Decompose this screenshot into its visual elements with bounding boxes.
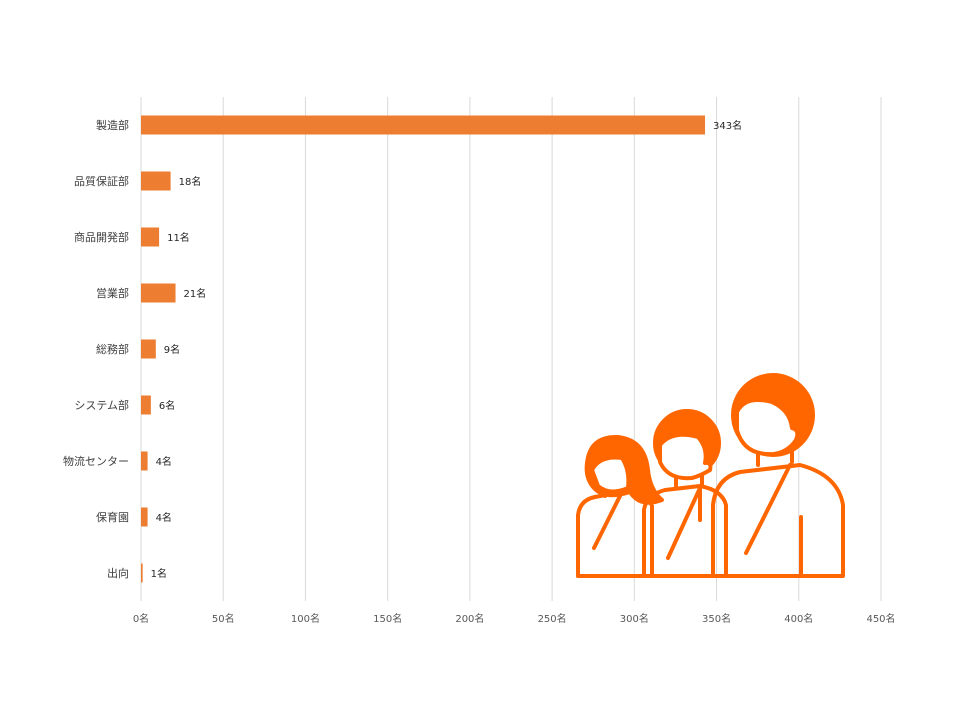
category-label: 品質保証部 bbox=[74, 174, 129, 188]
x-tick-label: 300名 bbox=[620, 612, 649, 625]
data-label: 6名 bbox=[159, 399, 175, 412]
bar bbox=[141, 283, 176, 303]
bars bbox=[141, 115, 706, 583]
data-label: 4名 bbox=[156, 455, 172, 468]
value-labels: 343名 18名 11名 21名 9名 6名 4名 4名 1名 bbox=[151, 119, 742, 580]
category-label: 製造部 bbox=[96, 118, 129, 132]
category-label: 営業部 bbox=[96, 286, 129, 300]
bar bbox=[141, 563, 143, 583]
x-tick-label: 50名 bbox=[212, 612, 235, 625]
bar bbox=[141, 451, 148, 471]
data-label: 18名 bbox=[179, 175, 202, 188]
gridlines bbox=[140, 97, 882, 601]
data-label: 4名 bbox=[156, 511, 172, 524]
data-label: 11名 bbox=[167, 231, 190, 244]
category-label: 物流センター bbox=[63, 454, 129, 468]
data-label: 343名 bbox=[713, 119, 742, 132]
x-tick-label: 450名 bbox=[866, 612, 895, 625]
category-label: 出向 bbox=[107, 566, 129, 580]
x-tick-label: 150名 bbox=[373, 612, 402, 625]
x-tick-label: 200名 bbox=[455, 612, 484, 625]
bar bbox=[141, 395, 151, 415]
category-label: システム部 bbox=[74, 398, 129, 412]
x-tick-label: 250名 bbox=[538, 612, 567, 625]
category-label: 商品開発部 bbox=[74, 230, 129, 244]
x-tick-label: 0名 bbox=[133, 612, 149, 625]
category-label: 保育園 bbox=[96, 510, 129, 524]
x-tick-label: 100名 bbox=[291, 612, 320, 625]
data-label: 9名 bbox=[164, 343, 180, 356]
bar bbox=[141, 507, 148, 527]
bar bbox=[141, 227, 160, 247]
data-label: 1名 bbox=[151, 567, 167, 580]
x-tick-label: 350名 bbox=[702, 612, 731, 625]
bar bbox=[141, 115, 706, 135]
data-label: 21名 bbox=[184, 287, 207, 300]
people-group-icon bbox=[576, 373, 845, 578]
x-tick-label: 400名 bbox=[784, 612, 813, 625]
bar bbox=[141, 339, 156, 359]
bar bbox=[141, 171, 171, 191]
x-axis-ticks: 0名 50名 100名 150名 200名 250名 300名 350名 400名 450名 bbox=[133, 612, 896, 625]
category-label: 総務部 bbox=[96, 342, 129, 356]
